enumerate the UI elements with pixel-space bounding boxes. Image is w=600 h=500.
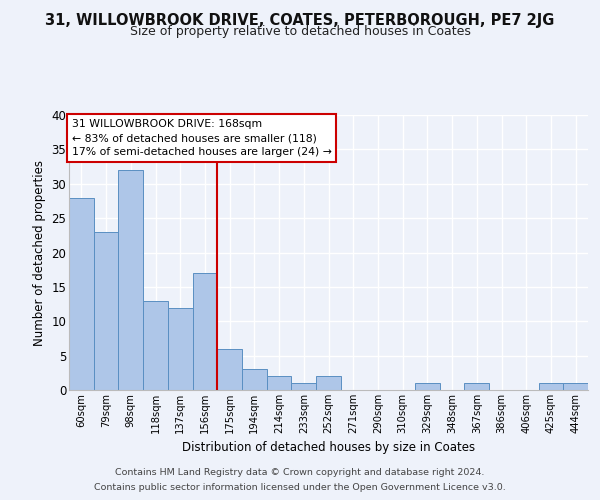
Text: Size of property relative to detached houses in Coates: Size of property relative to detached ho… xyxy=(130,25,470,38)
Bar xyxy=(539,383,563,390)
Text: Contains HM Land Registry data © Crown copyright and database right 2024.: Contains HM Land Registry data © Crown c… xyxy=(115,468,485,477)
Bar xyxy=(94,232,118,390)
Bar xyxy=(292,383,316,390)
Text: Contains public sector information licensed under the Open Government Licence v3: Contains public sector information licen… xyxy=(94,483,506,492)
Bar xyxy=(563,383,588,390)
Bar xyxy=(118,170,143,390)
X-axis label: Distribution of detached houses by size in Coates: Distribution of detached houses by size … xyxy=(182,442,475,454)
Text: 31, WILLOWBROOK DRIVE, COATES, PETERBOROUGH, PE7 2JG: 31, WILLOWBROOK DRIVE, COATES, PETERBORO… xyxy=(46,12,554,28)
Bar xyxy=(415,383,440,390)
Bar xyxy=(267,376,292,390)
Bar xyxy=(217,349,242,390)
Bar xyxy=(143,300,168,390)
Bar xyxy=(464,383,489,390)
Text: 31 WILLOWBROOK DRIVE: 168sqm
← 83% of detached houses are smaller (118)
17% of s: 31 WILLOWBROOK DRIVE: 168sqm ← 83% of de… xyxy=(71,119,331,157)
Bar xyxy=(242,370,267,390)
Bar xyxy=(69,198,94,390)
Bar xyxy=(168,308,193,390)
Bar xyxy=(193,273,217,390)
Bar xyxy=(316,376,341,390)
Y-axis label: Number of detached properties: Number of detached properties xyxy=(33,160,46,346)
